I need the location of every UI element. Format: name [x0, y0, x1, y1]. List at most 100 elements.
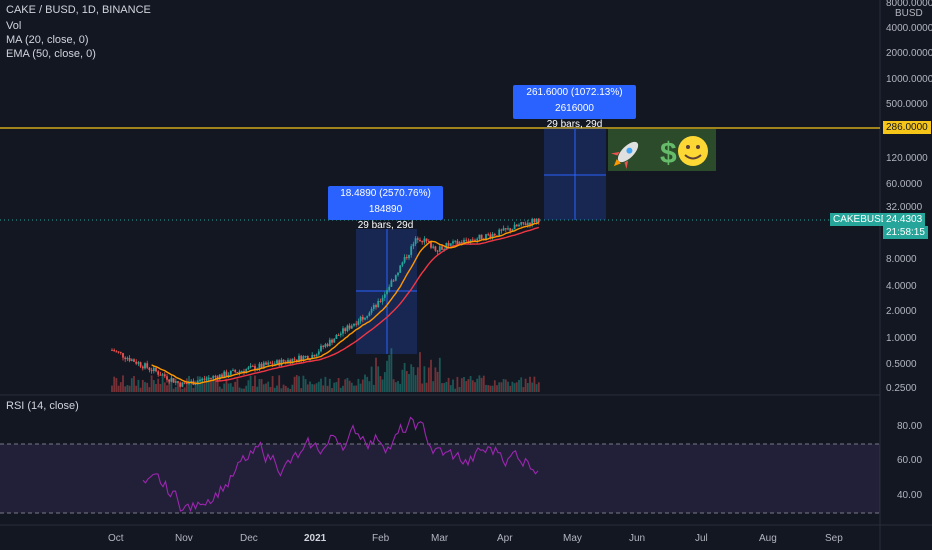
volume-bar: [245, 385, 248, 392]
candle-body: [419, 239, 421, 242]
volume-bar: [240, 388, 243, 392]
volume-bar: [203, 383, 206, 392]
candle-body: [115, 351, 118, 353]
candle-body: [324, 344, 327, 347]
volume-bar: [258, 379, 261, 392]
candle-body: [449, 243, 452, 246]
rsi-legend: RSI (14, close): [6, 400, 79, 412]
volume-bar: [170, 377, 173, 392]
volume-bar: [463, 377, 465, 392]
candle-body: [533, 218, 536, 223]
candle-body: [223, 371, 226, 378]
candle-body: [280, 359, 283, 366]
candle-body: [399, 265, 402, 273]
candle-body: [441, 246, 443, 250]
candle-body: [315, 354, 318, 357]
candle-body: [122, 353, 124, 358]
candle-body: [390, 280, 393, 287]
measure-label-1-change: 18.4890 (2570.76%) 184890: [340, 188, 431, 215]
volume-bar: [300, 388, 303, 392]
candle-body: [300, 355, 303, 362]
candle-body: [229, 370, 232, 375]
candle-body: [249, 365, 252, 368]
candle-body: [511, 229, 514, 231]
volume-bar: [533, 376, 536, 392]
candlesticks: [111, 217, 540, 388]
volume-bar: [269, 387, 272, 392]
candle-body: [515, 224, 518, 227]
time-tick: Apr: [497, 533, 513, 544]
candle-body: [141, 366, 144, 369]
candle-body: [234, 369, 237, 373]
volume-bar: [513, 383, 516, 392]
candle-body: [443, 249, 446, 251]
volume-bar: [326, 385, 329, 392]
candle-body: [322, 345, 325, 347]
ma-line: [151, 221, 540, 385]
candle-body: [375, 305, 377, 308]
volume-bar: [115, 378, 118, 392]
candle-body: [236, 372, 239, 374]
volume-bar: [467, 379, 470, 392]
candle-body: [207, 377, 210, 379]
candle-body: [278, 360, 281, 366]
volume-bar: [493, 380, 496, 392]
ema-line: [215, 226, 540, 382]
volume-bar: [445, 381, 448, 392]
candle-body: [498, 229, 501, 236]
rocket-icon: [611, 141, 639, 169]
candle-body: [379, 300, 382, 302]
volume-bar: [452, 379, 454, 392]
volume-bar: [276, 385, 278, 392]
volume-bar: [172, 388, 175, 392]
volume-bar: [128, 385, 131, 392]
candle-body: [262, 362, 265, 368]
volume-bar: [309, 381, 311, 392]
volume-bar: [267, 381, 270, 392]
volume-bar: [205, 376, 208, 392]
measure-label-2-bars: 29 bars, 29d: [546, 119, 603, 130]
candle-body: [240, 371, 243, 373]
volume-bar: [221, 388, 223, 392]
candle-body: [445, 243, 448, 250]
candle-body: [313, 354, 316, 357]
candle-body: [432, 246, 435, 248]
volume-bar: [401, 369, 404, 392]
volume-bar: [414, 375, 417, 392]
ema-legend: EMA (50, close, 0): [6, 48, 96, 60]
volume-bar: [537, 382, 540, 392]
candle-body: [438, 246, 441, 252]
volume-bar: [416, 367, 419, 392]
volume-bar: [320, 378, 322, 392]
candle-body: [381, 297, 384, 302]
candle-body: [386, 290, 388, 295]
candle-body: [254, 365, 256, 371]
price-tick: 1.0000: [886, 333, 917, 344]
price-tick: 120.0000: [886, 153, 928, 164]
candle-body: [471, 239, 474, 241]
volume-bar: [227, 383, 230, 392]
candle-body: [434, 246, 437, 251]
volume-bar: [111, 385, 113, 392]
measure-label-2-change: 261.6000 (1072.13%) 2616000: [526, 87, 623, 114]
candle-body: [203, 378, 206, 380]
candle-body: [454, 240, 457, 242]
volume-bar: [183, 387, 186, 392]
volume-bar: [331, 388, 333, 392]
volume-bar: [372, 384, 375, 392]
volume-bar: [223, 383, 226, 392]
candle-body: [377, 300, 380, 308]
volume-bar: [390, 348, 393, 392]
candle-body: [353, 323, 355, 326]
volume-bar: [500, 382, 503, 392]
candle-body: [410, 246, 413, 255]
candle-body: [293, 358, 296, 360]
volume-bar: [150, 375, 153, 392]
candle-body: [465, 239, 468, 241]
candle-body: [504, 228, 507, 230]
volume-bar: [190, 383, 193, 392]
volume-bar: [210, 381, 212, 392]
candle-body: [258, 363, 261, 369]
time-tick: Jul: [695, 533, 708, 544]
